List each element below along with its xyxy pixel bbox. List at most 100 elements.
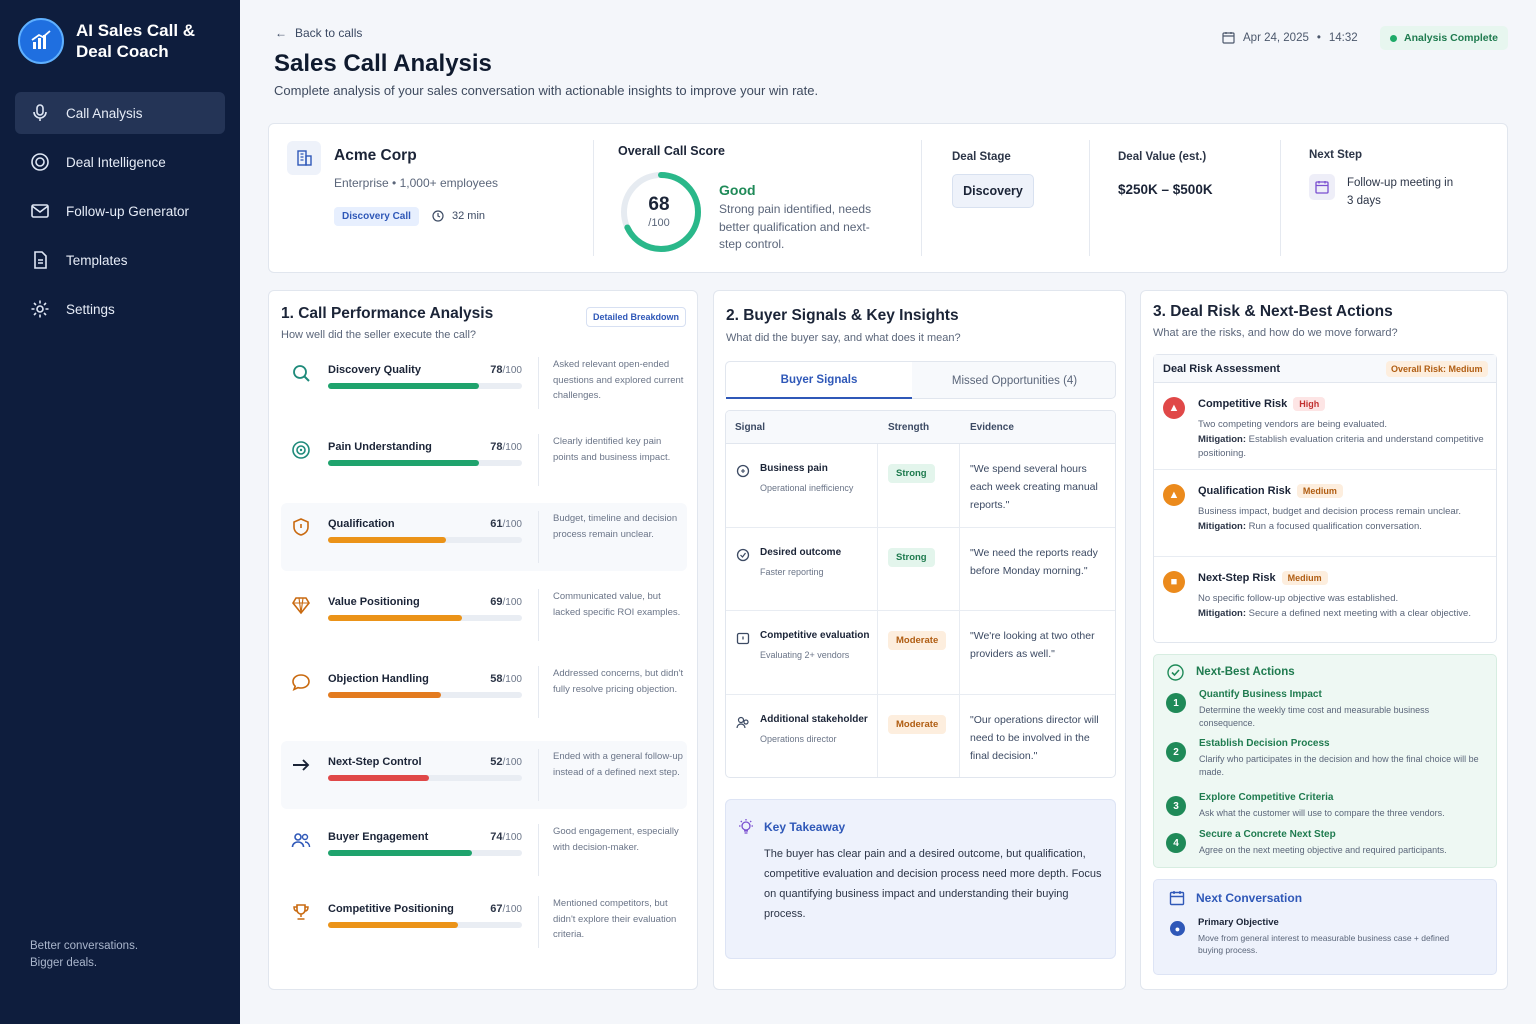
risk-name: Competitive Risk: [1198, 398, 1288, 410]
risk-mitigation: Mitigation: Establish evaluation criteri…: [1198, 433, 1488, 462]
action-description: Ask what the customer will use to compar…: [1199, 808, 1445, 818]
next-step-text: Follow-up meeting in 3 days: [1347, 177, 1454, 207]
column-divider: [877, 444, 878, 527]
metric-progress-fill: [328, 383, 480, 389]
main-content: ← Back to calls Sales Call Analysis Comp…: [240, 0, 1536, 1024]
panel-title: 2. Buyer Signals & Key Insights: [726, 307, 959, 324]
clock-icon: [432, 210, 444, 222]
metric-score: 78/100: [466, 441, 522, 453]
signal-evidence: "Our operations director will need to be…: [970, 713, 1099, 762]
risk-item: ▲ Qualification Risk Medium Business impact…: [1154, 470, 1496, 557]
performance-row: Objection Handling 58/100 Addressed concer…: [281, 658, 687, 726]
performance-row: Pain Understanding 78/100 Clearly identifi…: [281, 426, 687, 494]
building-icon: [287, 141, 321, 175]
signal-evidence: "We spend several hours each week creati…: [970, 463, 1098, 511]
panel-subtitle: What did the buyer say, and what does it…: [726, 332, 961, 344]
performance-row: Next-Step Control 52/100 Ended with a gene…: [281, 741, 687, 809]
metric-score-value: 74: [490, 831, 503, 843]
metric-progress-fill: [328, 537, 447, 543]
tab-buyer-signals[interactable]: Buyer Signals: [726, 362, 912, 399]
divider: [538, 666, 539, 718]
shield-icon: [293, 518, 309, 536]
call-datetime: Apr 24, 2025 • 14:32: [1222, 31, 1358, 44]
risk-item: ▲ Competitive Risk High Two competing vendo…: [1154, 383, 1496, 470]
signal-name: Business pain: [760, 463, 828, 474]
risk-header: Deal Risk Assessment Overall Risk: Mediu…: [1154, 355, 1496, 383]
risk-name: Next-Step Risk: [1198, 572, 1276, 584]
outcome-icon: [736, 548, 750, 561]
metric-name: Discovery Quality: [328, 364, 421, 376]
deal-stage-label: Deal Stage: [952, 151, 1011, 163]
check-circle-icon: [1167, 664, 1184, 681]
mitigation-text: Secure a defined next meeting with a cle…: [1248, 607, 1471, 619]
divider: [538, 434, 539, 486]
strength-badge: Strong: [888, 547, 935, 567]
sidebar-item-deal-intelligence[interactable]: Deal Intelligence: [15, 141, 225, 183]
arrow-right-icon: [293, 759, 310, 771]
risk-detail: Business impact, budget and decision pro…: [1198, 506, 1461, 517]
panel-subtitle: What are the risks, and how do we move f…: [1153, 327, 1398, 339]
column-divider: [959, 444, 960, 527]
primary-objective-text: Move from general interest to measurable…: [1198, 933, 1450, 955]
performance-row: Qualification 61/100 Budget, timeline and …: [281, 503, 687, 571]
warning-triangle-icon: ▲: [1163, 397, 1185, 419]
sidebar-item-label: Deal Intelligence: [66, 154, 166, 170]
performance-row: Discovery Quality 78/100 Asked relevant op…: [281, 349, 687, 417]
risk-name-row: Competitive Risk High: [1198, 397, 1326, 411]
overall-risk-badge: Overall Risk: Medium: [1386, 361, 1488, 377]
metric-score: 69/100: [466, 596, 522, 608]
metric-progress-fill: [328, 460, 480, 466]
metric-name: Objection Handling: [328, 673, 429, 685]
table-body: Business pain Operational inefficiency Str…: [726, 444, 1115, 777]
metric-progress-fill: [328, 615, 462, 621]
tab-missed-opportunities[interactable]: Missed Opportunities (4): [951, 374, 1078, 387]
metric-score-max: /100: [502, 597, 522, 608]
score-max: /100: [648, 217, 670, 229]
sidebar-tagline: Better conversations. Bigger deals.: [30, 938, 138, 972]
metric-score-value: 52: [490, 756, 503, 768]
nba-title: Next-Best Actions: [1196, 666, 1295, 678]
detailed-breakdown-button[interactable]: Detailed Breakdown: [586, 307, 687, 327]
metric-name: Buyer Engagement: [328, 831, 429, 843]
calendar-icon: [1309, 174, 1335, 200]
signal-detail: Faster reporting: [760, 566, 824, 577]
sidebar-item-settings[interactable]: Settings: [15, 288, 225, 330]
metric-note: Communicated value, but lacked specific …: [553, 591, 681, 618]
metric-note: Clearly identified key pain points and b…: [553, 436, 671, 463]
microphone-icon: [33, 104, 47, 121]
metric-score-max: /100: [502, 442, 522, 453]
metric-progress-fill: [328, 775, 429, 781]
sidebar-item-label: Follow-up Generator: [66, 203, 190, 219]
signal-name: Desired outcome: [760, 546, 842, 558]
score-value: 68: [648, 194, 670, 215]
signals-table: Signal Strength Evidence Business pain Op…: [725, 410, 1116, 778]
metric-score-max: /100: [502, 674, 522, 685]
key-takeaway: Key Takeaway The buyer has clear pain an…: [725, 799, 1116, 959]
strength-badge: Strong: [888, 464, 935, 483]
brand: AI Sales Call & Deal Coach: [18, 18, 206, 64]
signal-name: Competitive evaluation: [760, 630, 870, 641]
risk-name-row: Next-Step Risk Medium: [1198, 571, 1328, 585]
separator-dot: •: [392, 176, 400, 190]
column-divider: [877, 694, 878, 777]
score-grade: Good: [719, 182, 756, 198]
back-link[interactable]: ← Back to calls: [275, 26, 362, 40]
warning-triangle-icon: ▲: [1163, 484, 1185, 506]
sidebar-item-call-analysis[interactable]: Call Analysis: [15, 92, 225, 134]
mitigation-label: Mitigation:: [1198, 433, 1247, 445]
takeaway-text: The buyer has clear pain and a desired o…: [764, 848, 1102, 920]
column-divider: [877, 611, 878, 694]
sidebar-item-follow-up-generator[interactable]: Follow-up Generator: [15, 190, 225, 232]
metric-progress-bar: [328, 922, 522, 928]
stakeholder-icon: [736, 716, 749, 728]
metric-score: 78/100: [466, 364, 522, 376]
risk-detail: Two competing vendors are being evaluate…: [1198, 419, 1388, 430]
sidebar-item-label: Templates: [66, 252, 128, 268]
sidebar: AI Sales Call & Deal Coach Call Analysis…: [0, 0, 240, 1024]
sidebar-item-templates[interactable]: Templates: [15, 239, 225, 281]
metric-name: Competitive Positioning: [328, 903, 454, 915]
signal-evidence: "We need the reports ready before Monday…: [970, 546, 1098, 577]
next-step-label: Next Step: [1309, 149, 1363, 161]
column-divider: [959, 527, 960, 610]
metric-score: 67/100: [466, 903, 522, 915]
